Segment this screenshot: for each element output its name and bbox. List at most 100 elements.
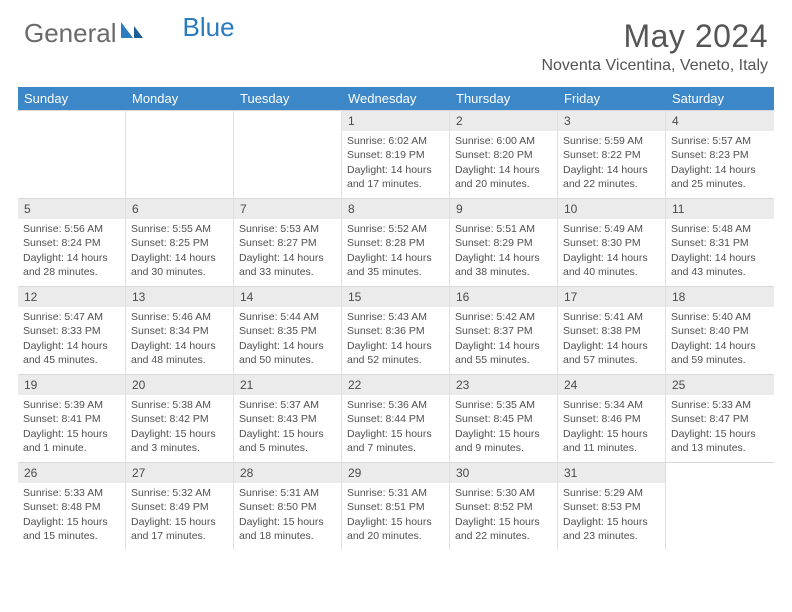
calendar-cell: 18Sunrise: 5:40 AMSunset: 8:40 PMDayligh… <box>666 286 774 374</box>
day-number: 28 <box>234 462 341 483</box>
day-number: 7 <box>234 198 341 219</box>
calendar-cell: 28Sunrise: 5:31 AMSunset: 8:50 PMDayligh… <box>234 462 342 550</box>
day-info: Sunrise: 5:46 AMSunset: 8:34 PMDaylight:… <box>126 307 233 373</box>
calendar-cell: 17Sunrise: 5:41 AMSunset: 8:38 PMDayligh… <box>558 286 666 374</box>
day-info: Sunrise: 5:34 AMSunset: 8:46 PMDaylight:… <box>558 395 665 461</box>
calendar-cell: 26Sunrise: 5:33 AMSunset: 8:48 PMDayligh… <box>18 462 126 550</box>
day-info: Sunrise: 5:41 AMSunset: 8:38 PMDaylight:… <box>558 307 665 373</box>
day-number: 13 <box>126 286 233 307</box>
calendar-cell: 19Sunrise: 5:39 AMSunset: 8:41 PMDayligh… <box>18 374 126 462</box>
calendar-cell: 21Sunrise: 5:37 AMSunset: 8:43 PMDayligh… <box>234 374 342 462</box>
calendar-cell: 3Sunrise: 5:59 AMSunset: 8:22 PMDaylight… <box>558 110 666 198</box>
day-number: 29 <box>342 462 449 483</box>
day-number: 27 <box>126 462 233 483</box>
weekday-header: Sunday <box>18 87 126 110</box>
day-number: 17 <box>558 286 665 307</box>
day-info: Sunrise: 5:31 AMSunset: 8:51 PMDaylight:… <box>342 483 449 549</box>
day-number: 3 <box>558 110 665 131</box>
logo: General Blue <box>24 18 235 49</box>
weekday-header: Monday <box>126 87 234 110</box>
day-info: Sunrise: 5:35 AMSunset: 8:45 PMDaylight:… <box>450 395 557 461</box>
day-info: Sunrise: 5:44 AMSunset: 8:35 PMDaylight:… <box>234 307 341 373</box>
day-info: Sunrise: 5:52 AMSunset: 8:28 PMDaylight:… <box>342 219 449 285</box>
day-number: 2 <box>450 110 557 131</box>
calendar-cell: 14Sunrise: 5:44 AMSunset: 8:35 PMDayligh… <box>234 286 342 374</box>
day-info: Sunrise: 5:29 AMSunset: 8:53 PMDaylight:… <box>558 483 665 549</box>
day-number: 5 <box>18 198 125 219</box>
day-info: Sunrise: 6:00 AMSunset: 8:20 PMDaylight:… <box>450 131 557 197</box>
day-info: Sunrise: 5:38 AMSunset: 8:42 PMDaylight:… <box>126 395 233 461</box>
calendar-cell <box>18 110 126 198</box>
calendar-cell: 11Sunrise: 5:48 AMSunset: 8:31 PMDayligh… <box>666 198 774 286</box>
day-number: 8 <box>342 198 449 219</box>
day-info: Sunrise: 5:40 AMSunset: 8:40 PMDaylight:… <box>666 307 774 373</box>
day-info: Sunrise: 5:43 AMSunset: 8:36 PMDaylight:… <box>342 307 449 373</box>
calendar-cell: 15Sunrise: 5:43 AMSunset: 8:36 PMDayligh… <box>342 286 450 374</box>
day-number: 11 <box>666 198 774 219</box>
calendar: Sunday Monday Tuesday Wednesday Thursday… <box>0 81 792 550</box>
month-year: May 2024 <box>541 18 768 55</box>
day-number: 31 <box>558 462 665 483</box>
day-number: 19 <box>18 374 125 395</box>
calendar-cell: 30Sunrise: 5:30 AMSunset: 8:52 PMDayligh… <box>450 462 558 550</box>
day-info: Sunrise: 5:42 AMSunset: 8:37 PMDaylight:… <box>450 307 557 373</box>
calendar-cell: 5Sunrise: 5:56 AMSunset: 8:24 PMDaylight… <box>18 198 126 286</box>
calendar-cell: 8Sunrise: 5:52 AMSunset: 8:28 PMDaylight… <box>342 198 450 286</box>
day-info: Sunrise: 5:56 AMSunset: 8:24 PMDaylight:… <box>18 219 125 285</box>
day-info: Sunrise: 5:33 AMSunset: 8:48 PMDaylight:… <box>18 483 125 549</box>
calendar-cell: 16Sunrise: 5:42 AMSunset: 8:37 PMDayligh… <box>450 286 558 374</box>
calendar-cell: 20Sunrise: 5:38 AMSunset: 8:42 PMDayligh… <box>126 374 234 462</box>
day-info: Sunrise: 5:39 AMSunset: 8:41 PMDaylight:… <box>18 395 125 461</box>
day-number: 12 <box>18 286 125 307</box>
logo-sail-icon <box>119 20 145 47</box>
title-block: May 2024 Noventa Vicentina, Veneto, Ital… <box>541 18 768 75</box>
calendar-cell: 1Sunrise: 6:02 AMSunset: 8:19 PMDaylight… <box>342 110 450 198</box>
day-info: Sunrise: 5:31 AMSunset: 8:50 PMDaylight:… <box>234 483 341 549</box>
calendar-cell: 27Sunrise: 5:32 AMSunset: 8:49 PMDayligh… <box>126 462 234 550</box>
day-info: Sunrise: 5:36 AMSunset: 8:44 PMDaylight:… <box>342 395 449 461</box>
calendar-cell: 10Sunrise: 5:49 AMSunset: 8:30 PMDayligh… <box>558 198 666 286</box>
day-info: Sunrise: 5:51 AMSunset: 8:29 PMDaylight:… <box>450 219 557 285</box>
calendar-cell: 12Sunrise: 5:47 AMSunset: 8:33 PMDayligh… <box>18 286 126 374</box>
day-number: 10 <box>558 198 665 219</box>
day-number: 25 <box>666 374 774 395</box>
day-number: 20 <box>126 374 233 395</box>
weekday-header: Friday <box>558 87 666 110</box>
calendar-cell: 9Sunrise: 5:51 AMSunset: 8:29 PMDaylight… <box>450 198 558 286</box>
day-number: 23 <box>450 374 557 395</box>
day-number: 4 <box>666 110 774 131</box>
day-info: Sunrise: 5:55 AMSunset: 8:25 PMDaylight:… <box>126 219 233 285</box>
day-info: Sunrise: 5:57 AMSunset: 8:23 PMDaylight:… <box>666 131 774 197</box>
day-number: 26 <box>18 462 125 483</box>
calendar-cell: 31Sunrise: 5:29 AMSunset: 8:53 PMDayligh… <box>558 462 666 550</box>
calendar-cell: 7Sunrise: 5:53 AMSunset: 8:27 PMDaylight… <box>234 198 342 286</box>
logo-text-general: General <box>24 18 117 49</box>
header: General Blue May 2024 Noventa Vicentina,… <box>0 0 792 81</box>
location: Noventa Vicentina, Veneto, Italy <box>541 57 768 75</box>
calendar-cell: 22Sunrise: 5:36 AMSunset: 8:44 PMDayligh… <box>342 374 450 462</box>
weekday-header: Thursday <box>450 87 558 110</box>
calendar-grid: 1Sunrise: 6:02 AMSunset: 8:19 PMDaylight… <box>18 110 774 550</box>
day-number: 24 <box>558 374 665 395</box>
day-info: Sunrise: 5:48 AMSunset: 8:31 PMDaylight:… <box>666 219 774 285</box>
calendar-cell <box>234 110 342 198</box>
calendar-cell <box>126 110 234 198</box>
calendar-cell: 24Sunrise: 5:34 AMSunset: 8:46 PMDayligh… <box>558 374 666 462</box>
calendar-cell: 4Sunrise: 5:57 AMSunset: 8:23 PMDaylight… <box>666 110 774 198</box>
calendar-cell <box>666 462 774 550</box>
day-info: Sunrise: 6:02 AMSunset: 8:19 PMDaylight:… <box>342 131 449 197</box>
day-info: Sunrise: 5:32 AMSunset: 8:49 PMDaylight:… <box>126 483 233 549</box>
day-number: 6 <box>126 198 233 219</box>
day-number: 18 <box>666 286 774 307</box>
day-info: Sunrise: 5:53 AMSunset: 8:27 PMDaylight:… <box>234 219 341 285</box>
calendar-cell: 25Sunrise: 5:33 AMSunset: 8:47 PMDayligh… <box>666 374 774 462</box>
calendar-cell: 2Sunrise: 6:00 AMSunset: 8:20 PMDaylight… <box>450 110 558 198</box>
weekday-header: Tuesday <box>234 87 342 110</box>
calendar-cell: 6Sunrise: 5:55 AMSunset: 8:25 PMDaylight… <box>126 198 234 286</box>
day-number: 14 <box>234 286 341 307</box>
day-number: 21 <box>234 374 341 395</box>
day-number: 16 <box>450 286 557 307</box>
calendar-cell: 13Sunrise: 5:46 AMSunset: 8:34 PMDayligh… <box>126 286 234 374</box>
day-number: 1 <box>342 110 449 131</box>
day-info: Sunrise: 5:49 AMSunset: 8:30 PMDaylight:… <box>558 219 665 285</box>
